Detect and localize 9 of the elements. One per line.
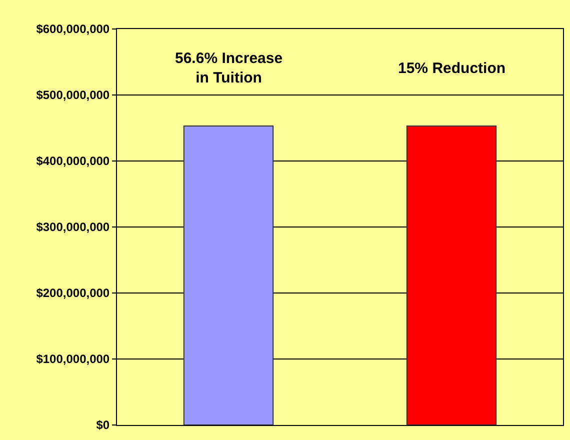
y-tick-label: $100,000,000 <box>36 352 110 366</box>
y-tick-label: $0 <box>96 418 110 432</box>
annotation: 15% Reduction <box>398 60 506 77</box>
y-tick-label: $400,000,000 <box>36 154 110 168</box>
y-tick-label: $300,000,000 <box>36 220 110 234</box>
y-tick-label: $600,000,000 <box>36 22 110 36</box>
y-tick-label: $500,000,000 <box>36 88 110 102</box>
annotation: 56.6% Increase in Tuition <box>175 50 283 86</box>
y-tick-label: $200,000,000 <box>36 286 110 300</box>
